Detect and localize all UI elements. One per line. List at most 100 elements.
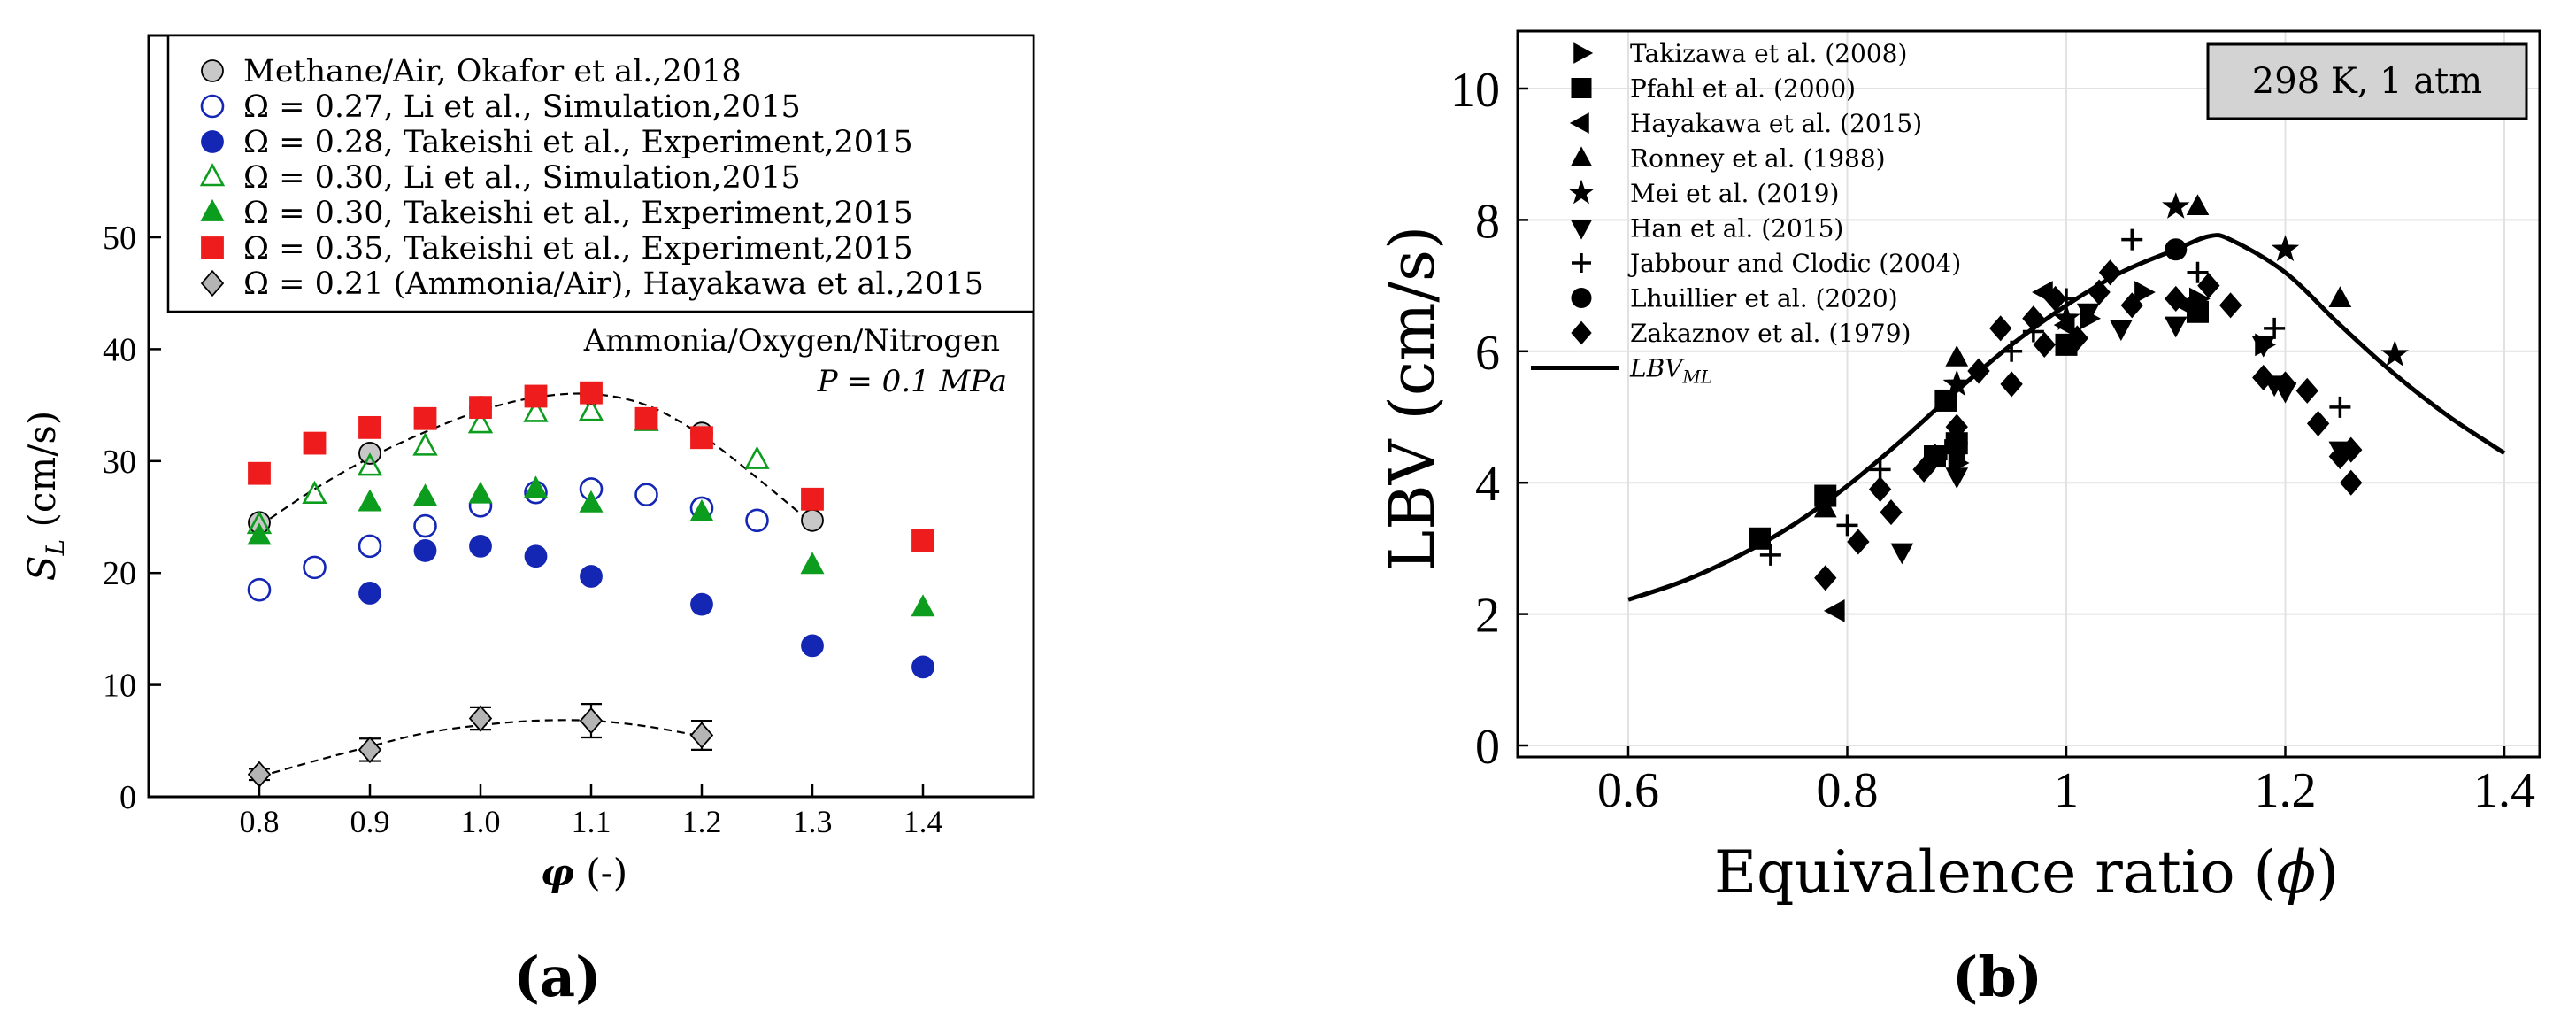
- x-tick-label-b: 1.4: [2473, 763, 2535, 818]
- y-tick-label-b: 2: [1475, 589, 1500, 644]
- data-point: [1759, 544, 1781, 566]
- x-tick-label-b: 1.2: [2255, 763, 2317, 818]
- legend-a-marker: [200, 198, 225, 221]
- legend-b-label: Takizawa et al. (2008): [1630, 39, 1907, 68]
- x-axis-label-b-close: ): [2316, 838, 2339, 907]
- y-tick-label-b: 6: [1475, 326, 1500, 381]
- data-point: [358, 489, 382, 512]
- data-point: [468, 481, 493, 504]
- condition-label: 298 K, 1 atm: [2252, 61, 2482, 102]
- data-point: [2197, 273, 2220, 299]
- series-a-0-35-takeishi-et-al-experiment-2015: [248, 381, 934, 552]
- data-point: [2088, 279, 2111, 305]
- data-point: [1836, 514, 1858, 537]
- data-point: [247, 522, 272, 545]
- legend-b-marker: [1571, 146, 1592, 166]
- data-point: [1813, 496, 1837, 518]
- legend-a-marker: [200, 94, 225, 119]
- y-tick-label-a: 10: [103, 668, 136, 705]
- data-point: [2052, 304, 2080, 331]
- data-point: [2329, 396, 2351, 418]
- data-point: [579, 707, 604, 735]
- x-tick-label-a: 1.2: [682, 804, 722, 839]
- data-point: [2164, 316, 2188, 338]
- data-point: [1967, 358, 1990, 384]
- data-point: [580, 565, 603, 588]
- data-point: [2065, 325, 2089, 351]
- data-point: [248, 461, 271, 485]
- data-point: [2271, 235, 2300, 262]
- legend-b-label: Lhuillier et al. (2020): [1630, 284, 1898, 313]
- legend-b-entry: Han et al. (2015): [1571, 214, 1843, 243]
- data-point: [302, 480, 327, 505]
- x-axis-label-b-symbol: ϕ: [2276, 838, 2316, 907]
- data-point: [1868, 476, 1892, 503]
- data-point: [1749, 527, 1771, 550]
- y-tick-label-a: 30: [103, 444, 136, 481]
- panel-a-ticks: 0.8 0.9 1.0 1.1 1.2 1.3 1.4 0 10 20 30 40 50: [103, 220, 943, 839]
- data-point: [801, 487, 824, 511]
- y-axis-label-a: SL (cm/s): [20, 411, 70, 582]
- data-point: [303, 555, 327, 580]
- data-point: [2218, 292, 2242, 319]
- data-point: [2340, 469, 2363, 496]
- x-tick-label-b: 1: [2054, 763, 2079, 818]
- legend-b-entry: Takizawa et al. (2008): [1573, 39, 1907, 68]
- data-point: [2165, 238, 2188, 261]
- legend-b-marker: [1569, 112, 1589, 134]
- series-a-0-27-li-et-al-simulation-2015: [247, 477, 769, 602]
- data-point: [2022, 305, 2045, 332]
- legend-a-label: Ω = 0.35, Takeishi et al., Experiment,20…: [243, 231, 913, 266]
- legend-b-marker: [1568, 179, 1595, 205]
- data-point: [469, 534, 492, 558]
- data-point: [634, 483, 658, 507]
- data-point: [523, 475, 549, 498]
- data-point: [1912, 456, 1935, 483]
- data-point: [358, 534, 382, 559]
- panel-b: 0.6 0.8 1 1.2 1.4 0 2 4 6 8 10 Takizawa et al. (20…: [1376, 29, 2541, 1009]
- data-point: [2273, 371, 2297, 398]
- legend-b-entry: Hayakawa et al. (2015): [1569, 109, 1922, 138]
- data-point: [2306, 410, 2330, 436]
- series-a-0-30-li-et-al-simulation-2015: [246, 398, 770, 535]
- legend-b-entry: Mei et al. (2019): [1568, 179, 1839, 208]
- y-tick-label-b: 4: [1475, 457, 1500, 512]
- data-point: [2295, 377, 2318, 404]
- data-point: [2162, 192, 2190, 219]
- data-point: [2001, 340, 2023, 362]
- data-point: [1814, 565, 1837, 591]
- legend-a-marker: [201, 59, 224, 82]
- annotation-pressure: P = 0.1 MPa: [817, 364, 1007, 399]
- legend-a-label: Methane/Air, Okafor et al.,2018: [243, 54, 742, 89]
- data-point: [358, 415, 381, 439]
- data-point: [634, 406, 658, 430]
- series-b-jabbour-and-clodic-2004: [1759, 228, 2351, 566]
- data-point: [412, 432, 438, 456]
- data-point: [2098, 259, 2122, 286]
- legend-b-marker: [1572, 253, 1591, 273]
- legend-b-label: Pfahl et al. (2000): [1630, 74, 1856, 104]
- y-tick-label-b: 8: [1475, 194, 1500, 249]
- panel-a-marks: [246, 381, 935, 788]
- panel-label-b: (b): [1952, 945, 2042, 1009]
- x-axis-label-a: φ (-): [541, 851, 627, 894]
- legend-a-entry: Ω = 0.27, Li et al., Simulation,2015: [200, 89, 801, 125]
- series-b-zakaznov-et-al-1979: [1814, 259, 2363, 591]
- data-point: [2043, 285, 2067, 313]
- y-axis-label-a-unit: (cm/s): [20, 411, 64, 539]
- x-tick-label-a: 0.9: [350, 804, 390, 839]
- data-point: [2252, 364, 2275, 391]
- legend-b-entry: Pfahl et al. (2000): [1571, 74, 1856, 104]
- panel-label-a: (a): [514, 945, 602, 1009]
- legend-b-marker: [1571, 220, 1592, 240]
- legend-b-label: Zakaznov et al. (1979): [1630, 319, 1911, 348]
- legend-a-label: Ω = 0.27, Li et al., Simulation,2015: [243, 89, 801, 125]
- data-point: [524, 384, 548, 408]
- condition-box: [2206, 42, 2528, 120]
- legend-b-entry: LBVML: [1531, 354, 1712, 388]
- data-point: [413, 539, 437, 562]
- legend-b-label: Ronney et al. (1988): [1630, 144, 1886, 174]
- legend-a-label: Ω = 0.28, Takeishi et al., Experiment,20…: [243, 125, 913, 160]
- x-axis-label-b-text: Equivalence ratio (: [1714, 838, 2276, 907]
